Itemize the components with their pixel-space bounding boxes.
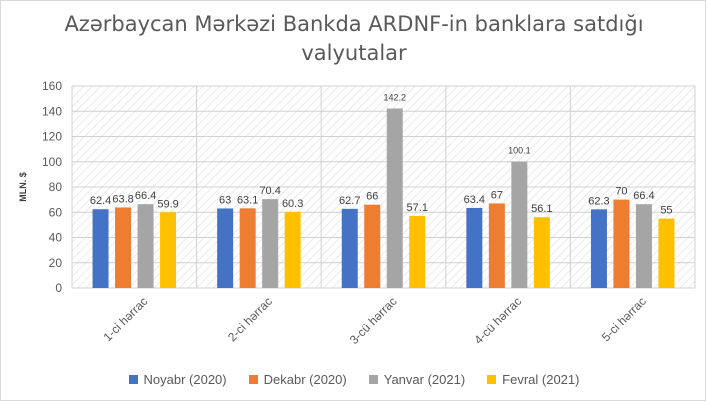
- y-axis-label: MLN. $: [18, 172, 28, 202]
- data-label: 57.1: [407, 202, 428, 214]
- data-label: 63.4: [464, 194, 485, 206]
- legend-swatch: [128, 375, 138, 384]
- x-tick-label: 4-cü hərrac: [471, 294, 524, 347]
- chart-title-line-1: Azərbaycan Mərkəzi Bankda ARDNF-in bankl…: [64, 12, 644, 36]
- data-label: 70: [615, 186, 627, 198]
- legend-swatch: [248, 375, 258, 384]
- data-label: 142.2: [383, 92, 406, 102]
- legend-swatch: [487, 375, 497, 384]
- legend-label: Yanvar (2021): [383, 372, 466, 387]
- data-label: 55: [660, 205, 672, 217]
- bar: [284, 211, 301, 288]
- y-tick-label: 20: [49, 256, 63, 270]
- bar: [635, 204, 652, 288]
- chart-title: Azərbaycan Mərkəzi Bankda ARDNF-in bankl…: [0, 10, 708, 68]
- bar: [239, 208, 256, 288]
- x-tick-label: 5-ci hərrac: [599, 294, 649, 344]
- legend-swatch: [368, 375, 378, 384]
- bar: [217, 208, 234, 288]
- y-tick-label: 140: [42, 104, 62, 118]
- bar: [466, 207, 483, 288]
- x-tick-label: 3-cü hərrac: [347, 294, 400, 347]
- y-tick-label: 0: [55, 281, 62, 295]
- legend-item: Yanvar (2021): [368, 372, 466, 387]
- legend-item: Fevral (2021): [487, 372, 579, 387]
- bar: [115, 207, 132, 288]
- bar: [613, 199, 630, 288]
- bar: [511, 161, 528, 288]
- x-tick-label: 1-ci hərrac: [100, 294, 150, 344]
- bar: [409, 215, 426, 288]
- data-label: 66: [366, 191, 378, 203]
- legend-label: Dekabr (2020): [263, 372, 347, 387]
- data-labels: 62.4 63.8 66.459.9 63 63.170.460.3 62.7 66142.…: [90, 92, 673, 216]
- bar: [341, 208, 358, 288]
- bar: [262, 199, 279, 288]
- data-label: 60.3: [282, 198, 303, 210]
- legend-item: Noyabr (2020): [128, 372, 227, 387]
- data-label: 62.7: [339, 195, 360, 207]
- data-label: 62.3: [588, 195, 609, 207]
- y-tick-label: 100: [42, 155, 62, 169]
- bar: [590, 209, 607, 288]
- data-label: 66.4: [135, 190, 156, 202]
- legend: Noyabr (2020) Dekabr (2020) Yanvar (2021) F…: [0, 372, 708, 387]
- bar: [160, 212, 177, 288]
- data-label: 56.1: [531, 203, 552, 215]
- data-label: 66.4: [633, 190, 654, 202]
- x-tick-label: 2-ci hərrac: [225, 294, 275, 344]
- data-label: 70.4: [259, 185, 280, 197]
- bar: [364, 204, 381, 288]
- y-tick-label: 40: [49, 231, 63, 245]
- data-label: 63.8: [112, 193, 133, 205]
- y-tick-label: 60: [49, 205, 63, 219]
- y-tick-label: 160: [42, 79, 62, 93]
- bar: [488, 203, 505, 288]
- legend-item: Dekabr (2020): [248, 372, 347, 387]
- y-tick-label: 80: [49, 180, 63, 194]
- legend-label: Fevral (2021): [502, 372, 580, 387]
- bar: [92, 209, 109, 288]
- y-tick-label: 120: [42, 130, 62, 144]
- bar: [533, 217, 550, 288]
- data-label: 62.4: [90, 195, 111, 207]
- data-label: 59.9: [157, 198, 178, 210]
- data-label: 100.1: [508, 146, 531, 156]
- bar: [658, 218, 675, 288]
- y-axis-ticks: 0 20 40 60 80 100 120 140 160: [42, 79, 62, 295]
- bar: [137, 204, 154, 288]
- data-label: 63: [219, 194, 231, 206]
- bar: [386, 108, 403, 288]
- bars: [92, 108, 675, 288]
- data-label: 63.1: [237, 194, 258, 206]
- data-label: 67: [491, 189, 503, 201]
- legend-label: Noyabr (2020): [143, 372, 227, 387]
- chart-title-line-2: valyutalar: [301, 41, 407, 65]
- x-axis-ticks: 1-ci hərrac 2-ci hərrac 3-cü hərrac 4-cü hə…: [100, 294, 648, 347]
